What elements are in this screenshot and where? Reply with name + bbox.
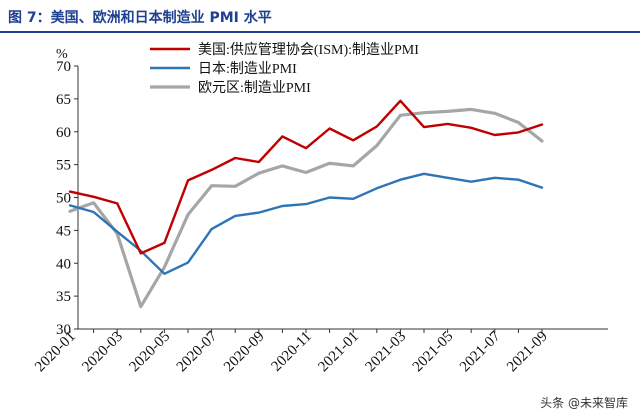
y-tick-label: 35 bbox=[56, 289, 71, 305]
series-line-eu bbox=[68, 107, 544, 309]
x-tick-label: 2021-03 bbox=[363, 329, 410, 376]
figure-header: 图 7：美国、欧洲和日本制造业 PMI 水平 bbox=[0, 0, 640, 34]
watermark: 头条 @未来智库 bbox=[538, 394, 630, 411]
x-tick-label: 2020-09 bbox=[221, 329, 268, 376]
x-tick-label: 2021-07 bbox=[457, 328, 504, 375]
y-tick-label: 55 bbox=[56, 158, 71, 174]
legend-label-eu: 欧元区:制造业PMI bbox=[198, 80, 311, 96]
y-tick-label: 70 bbox=[56, 59, 71, 75]
legend-label-us: 美国:供应管理协会(ISM):制造业PMI bbox=[198, 41, 419, 58]
y-tick-label: 40 bbox=[56, 256, 71, 272]
y-tick-label: 45 bbox=[56, 223, 71, 239]
chart-legend: 美国:供应管理协会(ISM):制造业PMI 日本:制造业PMI 欧元区:制造业PMI bbox=[150, 41, 419, 96]
y-tick-label: 60 bbox=[56, 125, 71, 141]
series-line-us bbox=[68, 99, 544, 255]
y-axis-unit-label: % bbox=[56, 47, 68, 62]
title-divider bbox=[0, 31, 640, 33]
x-tick-label: 2020-07 bbox=[174, 328, 221, 375]
x-tick-label: 2021-01 bbox=[315, 329, 362, 376]
x-tick-label: 2020-05 bbox=[127, 329, 174, 376]
y-tick-label: 50 bbox=[56, 191, 71, 207]
chart-series bbox=[68, 99, 544, 309]
x-tick-label: 2020-03 bbox=[79, 329, 126, 376]
x-tick-label: 2020-11 bbox=[269, 329, 315, 375]
y-tick-label: 30 bbox=[56, 322, 71, 338]
figure-title: 图 7：美国、欧洲和日本制造业 PMI 水平 bbox=[8, 10, 272, 26]
series-line-jp bbox=[68, 172, 544, 275]
legend-label-jp: 日本:制造业PMI bbox=[198, 61, 297, 77]
x-tick-label: 2021-09 bbox=[504, 329, 551, 376]
x-tick-label: 2021-05 bbox=[410, 329, 457, 376]
y-tick-label: 65 bbox=[56, 92, 71, 108]
